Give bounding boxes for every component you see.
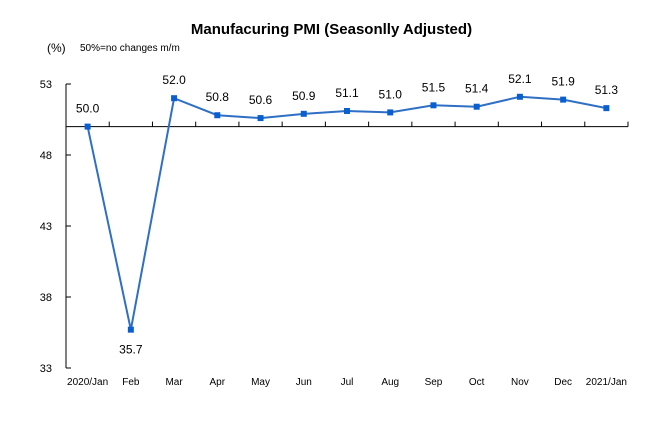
data-point	[257, 115, 264, 122]
x-tick-label: Oct	[469, 377, 485, 388]
x-tick-label: May	[251, 377, 270, 388]
y-tick-label: 38	[40, 292, 52, 304]
chart-title: Manufacuring PMI (Seasonlly Adjusted)	[190, 21, 473, 38]
data-point	[344, 107, 350, 114]
x-tick-label: Aug	[381, 377, 399, 388]
data-point	[430, 102, 437, 109]
data-point	[603, 105, 610, 112]
x-tick-label: Apr	[210, 377, 226, 388]
x-tick-label: Jul	[341, 377, 354, 388]
x-tick-label: Mar	[165, 377, 183, 388]
y-tick-label: 33	[40, 363, 52, 375]
unit-label: (%)	[47, 41, 66, 55]
data-point	[300, 110, 307, 117]
x-tick-label: 2021/Jan	[586, 377, 627, 388]
data-point	[84, 123, 91, 130]
data-label: 51.4	[465, 82, 489, 96]
data-label: 51.5	[422, 80, 446, 94]
x-tick-label: Dec	[554, 377, 572, 388]
x-tick-label: 2020/Jan	[67, 377, 108, 388]
data-point	[516, 93, 523, 100]
x-tick-label: Sep	[425, 377, 443, 388]
y-tick-label: 43	[40, 221, 52, 233]
data-label: 50.6	[249, 93, 273, 107]
data-point	[171, 95, 178, 102]
chart-note: 50%=no changes m/m	[80, 43, 180, 54]
series-line	[86, 95, 607, 330]
x-tick-label: Jun	[296, 377, 312, 388]
y-tick-label: 53	[40, 79, 52, 91]
data-point	[473, 103, 480, 110]
data-label: 51.1	[335, 86, 359, 100]
x-tick-label: Feb	[122, 377, 140, 388]
data-label: 50.9	[292, 89, 316, 103]
data-label: 52.1	[508, 72, 532, 86]
data-label: 35.7	[119, 343, 143, 357]
data-label: 51.0	[379, 87, 403, 101]
data-point	[560, 96, 567, 103]
data-label: 51.9	[551, 75, 575, 89]
y-tick-label: 48	[40, 150, 52, 162]
data-label: 50.0	[76, 102, 100, 116]
data-label: 50.8	[206, 90, 230, 104]
data-label: 52.0	[162, 73, 186, 87]
data-point	[214, 112, 221, 119]
data-point	[387, 109, 394, 116]
data-label: 51.3	[595, 83, 619, 97]
data-point	[127, 326, 134, 333]
x-tick-label: Nov	[511, 377, 529, 388]
